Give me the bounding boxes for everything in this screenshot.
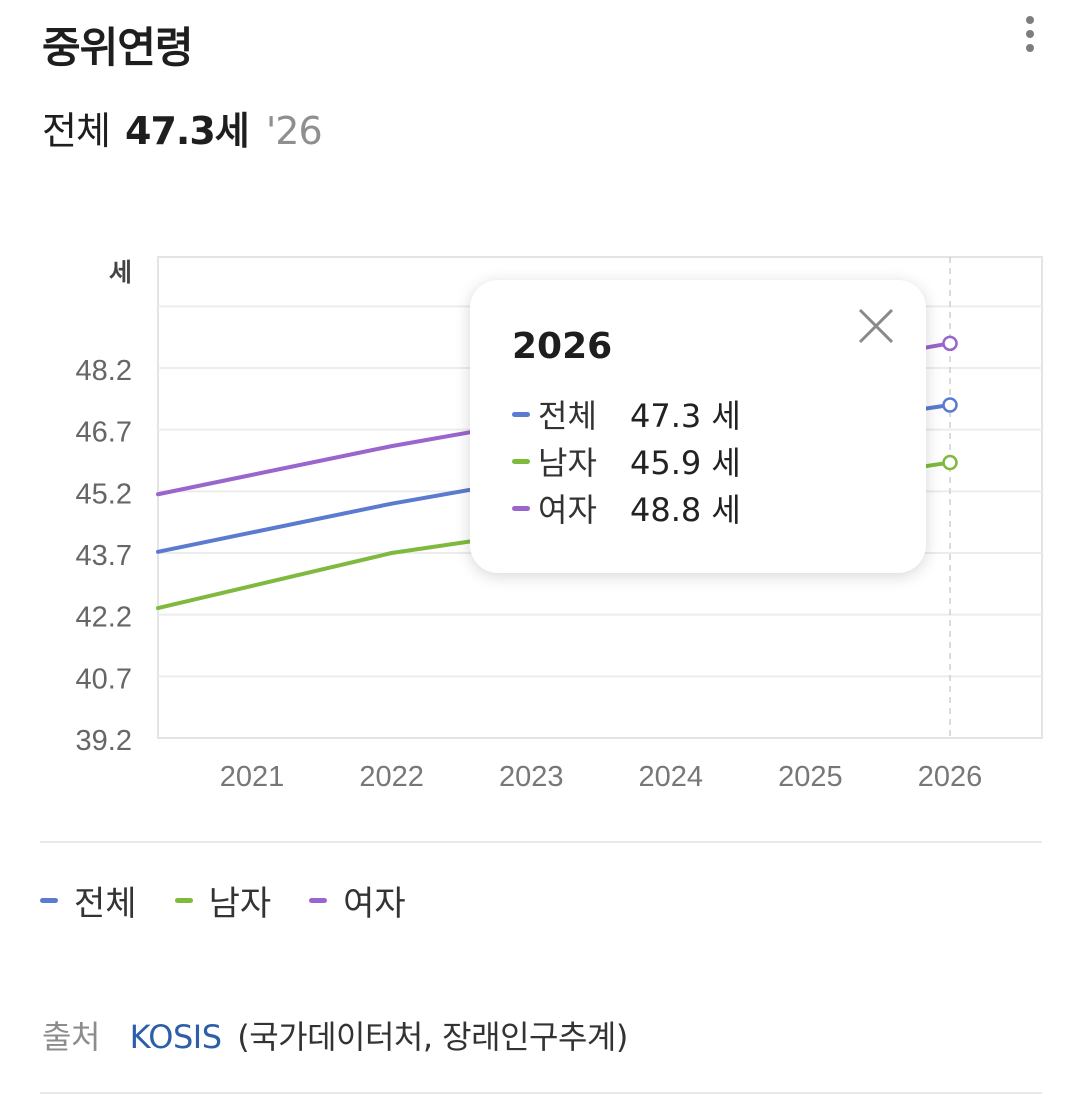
legend-item-total[interactable]: 전체 [40,876,137,925]
data-point-marker [942,335,958,352]
y-tick-label: 43.7 [76,540,132,572]
x-tick-label: 2025 [778,761,843,793]
chart-tooltip: 2026 전체 47.3 세 남자 45.9 세 여자 48.8 세 [470,280,926,573]
summary: 전체 47.3세 '26 [42,100,323,155]
tooltip-series-value: 45.9 세 [630,444,741,482]
y-tick-label: 46.7 [76,417,132,449]
divider [40,1092,1042,1094]
source-detail: (국가데이터처, 장래인구추계) [237,1018,628,1056]
x-tick-label: 2023 [499,761,564,793]
chart-legend: 전체 남자 여자 [40,876,444,924]
legend-marker-female [309,897,328,903]
legend-label: 전체 [74,883,137,924]
summary-value: 47.3세 [125,109,250,153]
tooltip-marker-male [512,458,530,464]
tooltip-row-total: 전체 47.3 세 [512,392,741,436]
x-tick-label: 2021 [220,761,285,793]
y-tick-label: 39.2 [76,725,132,757]
summary-year: '26 [265,109,323,153]
data-point-marker [942,454,958,471]
y-tick-label: 48.2 [76,355,132,387]
legend-marker-male [174,897,193,903]
tooltip-marker-female [512,505,530,511]
tooltip-series-value: 48.8 세 [630,491,741,529]
line-chart[interactable]: 39.2 40.7 42.2 43.7 45.2 46.7 48.2 세 2021 2022 202… [0,0,1069,830]
y-tick-label: 42.2 [76,602,132,634]
legend-label: 남자 [208,883,272,924]
source-link[interactable]: KOSIS [129,1018,222,1056]
legend-label: 여자 [343,883,406,924]
legend-item-male[interactable]: 남자 [174,876,272,925]
tooltip-series-value: 47.3 세 [630,397,741,435]
tooltip-series-name: 여자 [538,491,597,529]
tooltip-row-male: 남자 45.9 세 [512,439,741,483]
y-tick-label: 45.2 [76,478,132,510]
y-tick-label: 40.7 [76,663,132,695]
tooltip-series-name: 남자 [538,444,597,482]
tooltip-row-female: 여자 48.8 세 [512,486,741,530]
summary-label: 전체 [42,109,111,153]
close-icon[interactable] [854,304,900,350]
tooltip-series-name: 전체 [538,397,597,435]
legend-item-female[interactable]: 여자 [309,876,406,925]
legend-marker-total [40,897,58,903]
data-point-marker [942,397,958,413]
divider [40,841,1042,843]
page-title: 중위연령 [42,23,194,72]
x-tick-label: 2024 [639,761,704,793]
source-line: 출처 KOSIS (국가데이터처, 장래인구추계) [42,1012,628,1058]
x-tick-label: 2026 [918,761,983,793]
source-label: 출처 [42,1018,100,1056]
more-options-icon[interactable] [1010,16,1050,58]
plot-frame [157,256,1043,739]
y-axis-label: 세 [109,258,132,287]
tooltip-year: 2026 [512,326,613,367]
x-tick-label: 2022 [359,761,424,793]
tooltip-marker-total [512,411,530,417]
